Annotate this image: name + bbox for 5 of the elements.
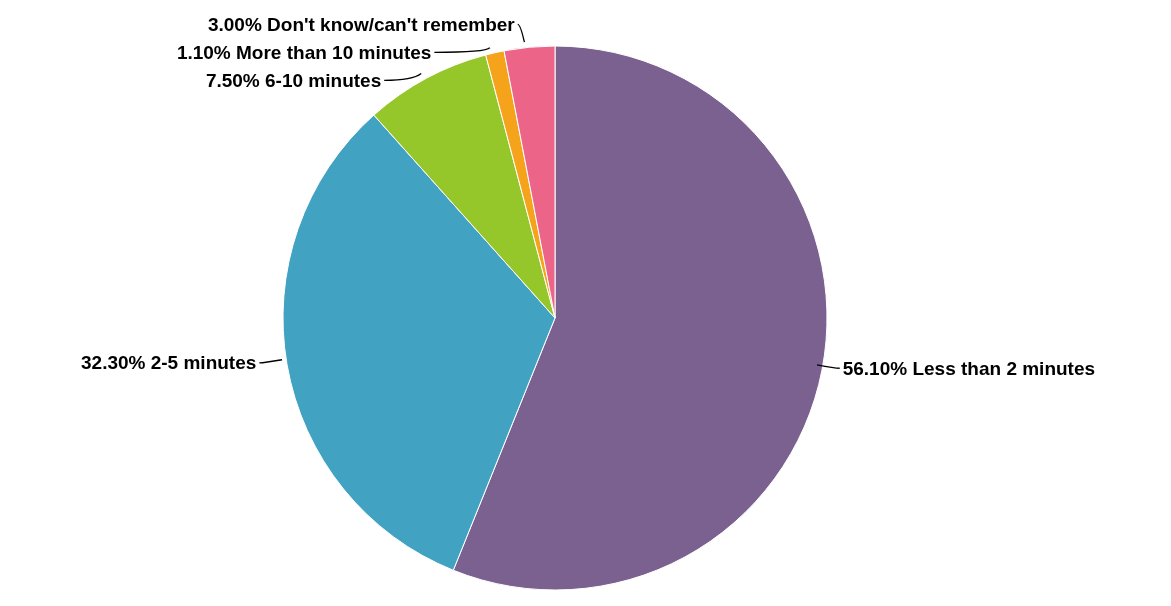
- slice-label: 32.30% 2-5 minutes: [81, 352, 257, 374]
- slice-label: 1.10% More than 10 minutes: [176, 41, 432, 63]
- slice-label: 3.00% Don't know/can't remember: [207, 13, 516, 35]
- slice-label: 56.10% Less than 2 minutes: [842, 357, 1096, 379]
- slice-label: 7.50% 6-10 minutes: [205, 69, 382, 91]
